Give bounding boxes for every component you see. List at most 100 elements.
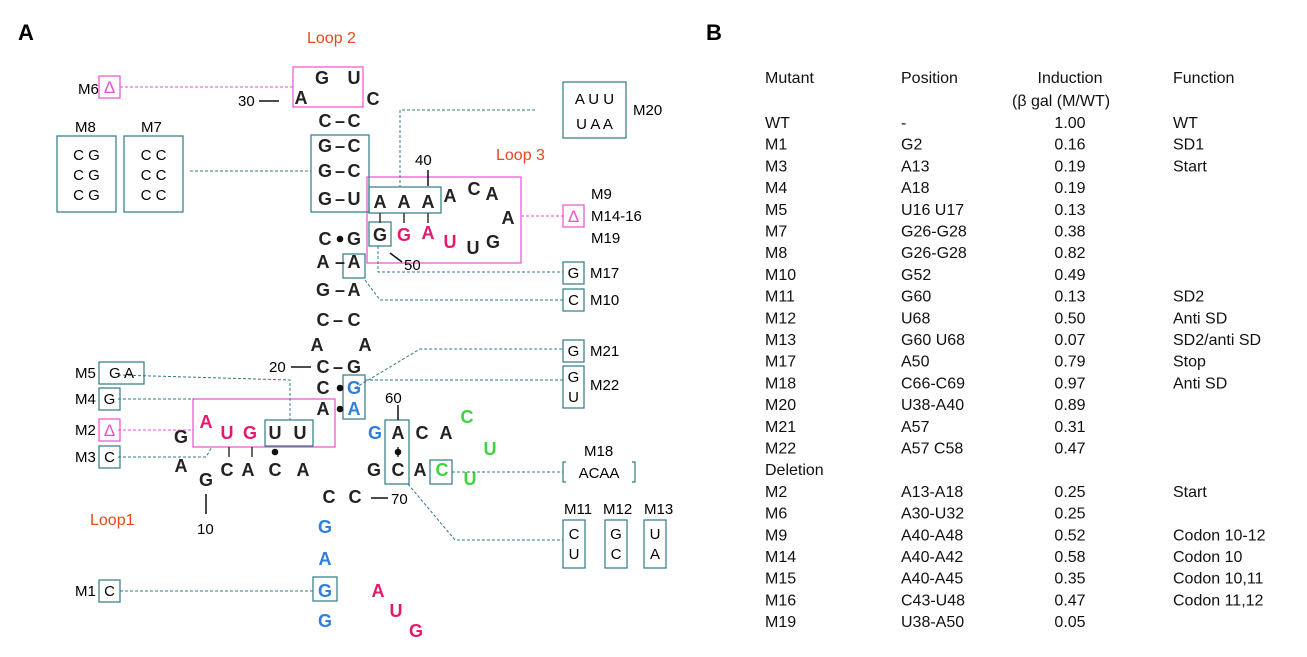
- nucleotide-28: G: [318, 136, 332, 156]
- table-row-1-col-0: M1: [765, 137, 787, 154]
- nucleotide-32: U: [348, 68, 361, 88]
- m17-label: M17: [590, 265, 619, 282]
- nucleotide-38: A: [374, 192, 387, 212]
- table-row-15-col-1: A57 C58: [901, 441, 963, 458]
- m8-row-1: C G: [73, 147, 100, 164]
- table-deletion-row-6-col-2: 0.05: [1054, 614, 1085, 631]
- nucleotide-16: U: [269, 423, 282, 443]
- m4-content: G: [104, 391, 116, 408]
- m13-row-2: A: [650, 546, 660, 563]
- table-header-function: Function: [1173, 70, 1234, 87]
- table-row-5-col-2: 0.38: [1054, 224, 1085, 241]
- table-row-2-col-0: M3: [765, 158, 787, 175]
- table-row-8-col-2: 0.13: [1054, 289, 1085, 306]
- nucleotide-44: A: [502, 208, 515, 228]
- table-deletion-row-1-col-0: M6: [765, 506, 787, 523]
- m14-16-label: M14-16: [591, 208, 642, 225]
- m6-box: [98, 75, 121, 99]
- nucleotide-59: G: [368, 423, 382, 443]
- nucleotide-39: A: [398, 192, 411, 212]
- nucleotide-31: G: [315, 68, 329, 88]
- table-row-1-col-1: G2: [901, 137, 922, 154]
- nucleotide-41: A: [444, 186, 457, 206]
- nucleotide-3: A: [319, 549, 332, 569]
- nucleotide-69: G: [367, 460, 381, 480]
- table-row-10-col-1: G60 U68: [901, 332, 965, 349]
- table-rows: WT - 1.00 WT M1 G2 0.16 SD1 M3 A13 0.19 Start M4 A18 0…: [765, 115, 1266, 631]
- table-deletion-row-1-col-2: 0.25: [1054, 506, 1085, 523]
- m9-delta: Δ: [568, 207, 579, 226]
- table-deletion-row-2-col-0: M9: [765, 527, 787, 544]
- m3-box: [98, 445, 121, 469]
- loop3-label: Loop 3: [496, 147, 545, 164]
- m17-site-box: [342, 253, 366, 279]
- nucleotide-25: C: [319, 229, 332, 249]
- m11-label: M11: [564, 501, 592, 518]
- table-row-7-col-2: 0.49: [1054, 267, 1085, 284]
- m2-label: M2: [75, 422, 96, 439]
- nucleotide-22: C: [317, 310, 330, 330]
- pos-50: 50: [404, 257, 421, 274]
- nucleotide-11: A: [175, 456, 188, 476]
- m17-content: G: [568, 265, 580, 282]
- nucleotide-62: A: [440, 423, 453, 443]
- nucleotide-40: A: [422, 192, 435, 212]
- table-row-11-col-3: Stop: [1173, 354, 1206, 371]
- nucleotide-67: A: [414, 460, 427, 480]
- table-row-0-col-0: WT: [765, 115, 790, 132]
- m10-box: [562, 288, 585, 312]
- nucleotide-2: G: [318, 581, 332, 601]
- pos-40: 40: [415, 152, 432, 169]
- m4-box: [98, 387, 121, 411]
- nucleotide-46: U: [467, 238, 480, 258]
- m9-box: [562, 204, 585, 228]
- m22-row-1: G: [568, 369, 580, 386]
- table-row-10-col-3: SD2/anti SD: [1173, 332, 1261, 349]
- table-row-0-col-3: WT: [1173, 115, 1198, 132]
- panel-a-label: A: [18, 20, 34, 45]
- table-deletion-row-5-col-3: Codon 11,12: [1173, 592, 1264, 609]
- nucleotide-7: C: [269, 460, 282, 480]
- table-row-8-col-3: SD2: [1173, 289, 1204, 306]
- table-row-14-col-2: 0.31: [1054, 419, 1085, 436]
- nucleotide-13: A: [200, 412, 213, 432]
- nucleotide-24: A: [317, 252, 330, 272]
- m7-box: [123, 135, 184, 213]
- table-row-1-col-2: 0.16: [1054, 137, 1085, 154]
- bond-dash-2: –: [335, 136, 345, 156]
- m3-content: C: [104, 449, 115, 466]
- nucleotide-30: A: [295, 88, 308, 108]
- m5-label: M5: [75, 365, 96, 382]
- nucleotide-65: U: [464, 469, 477, 489]
- nucleotide-51: G: [347, 229, 361, 249]
- nucleotide-64: U: [484, 439, 497, 459]
- m5-site-box: [264, 419, 314, 447]
- m13-label: M13: [644, 501, 673, 518]
- nucleotide-20: C: [317, 357, 330, 377]
- table-deletion-row-4-col-2: 0.35: [1054, 571, 1085, 588]
- m1-content: C: [104, 583, 115, 600]
- panel-b-label: B: [706, 20, 722, 45]
- nucleotide-53: A: [348, 280, 361, 300]
- table-row-10-col-2: 0.07: [1054, 332, 1085, 349]
- table-row-2-col-1: A13: [901, 158, 930, 175]
- nucleotide-4: G: [318, 517, 332, 537]
- nucleotide-33: C: [367, 89, 380, 109]
- table-row-12-col-0: M18: [765, 375, 796, 392]
- position-markers: [205, 100, 429, 514]
- table-deletion-row-4-col-0: M15: [765, 571, 796, 588]
- highlight-boxes: [192, 66, 522, 448]
- nucleotide-49: G: [397, 225, 411, 245]
- table-deletion-row-5-col-2: 0.47: [1054, 592, 1085, 609]
- nucleotide-23: G: [316, 280, 330, 300]
- m11-row-1: C: [569, 526, 580, 543]
- nucleotide-12: G: [174, 427, 188, 447]
- table-row-9-col-2: 0.50: [1054, 310, 1085, 327]
- table-deletion-row-6-col-1: U38-A50: [901, 614, 964, 631]
- m20-row-1: A U U: [575, 91, 614, 108]
- m5-content: G A: [109, 365, 134, 382]
- nucleotide-35: C: [348, 136, 361, 156]
- nucleotide-8: A: [242, 460, 255, 480]
